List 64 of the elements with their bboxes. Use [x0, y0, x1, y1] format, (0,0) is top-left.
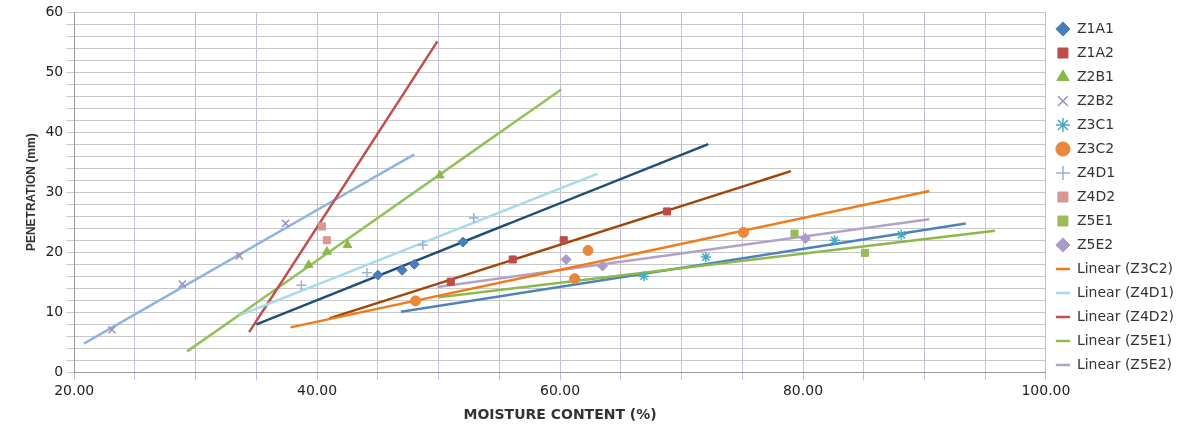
x-tick-label: 20.00	[54, 382, 95, 399]
point	[638, 270, 650, 283]
point	[295, 279, 308, 292]
x-axis-title: MOISTURE CONTENT (%)	[463, 406, 657, 423]
point	[828, 234, 841, 246]
y-tick-label: 30	[45, 182, 64, 199]
legend-label: Linear (Z4D1)	[1076, 283, 1175, 300]
point	[417, 239, 429, 251]
legend-label: Z5E2	[1076, 235, 1114, 252]
point	[446, 277, 455, 286]
y-axis-title: PENETRATION (mm)	[23, 133, 38, 252]
point	[235, 251, 244, 261]
legend-label: Z4D2	[1076, 187, 1116, 204]
y-tick-label: 40	[45, 122, 64, 139]
legend-label: Z3C2	[1076, 139, 1115, 156]
point	[303, 259, 314, 268]
point	[560, 253, 572, 265]
legend-label: Linear (Z5E2)	[1076, 355, 1173, 372]
point	[799, 232, 811, 244]
point	[860, 248, 869, 257]
point	[737, 226, 749, 238]
legend-label: Z4D1	[1076, 163, 1116, 180]
point	[372, 269, 384, 281]
point	[468, 212, 480, 224]
x-tick-label: 100.00	[1021, 382, 1071, 399]
x-tick-label: 40.00	[297, 382, 338, 399]
point	[410, 295, 422, 307]
point	[895, 229, 908, 241]
legend-label: Z1A1	[1076, 19, 1114, 36]
x-tick-label: 60.00	[540, 382, 581, 399]
y-tick-label: 10	[45, 302, 64, 319]
legend-label: Linear (Z4D2)	[1076, 307, 1175, 324]
point	[281, 219, 290, 228]
legend-label: Linear (Z3C2)	[1076, 259, 1174, 276]
x-tick-label: 80.00	[782, 382, 824, 399]
point	[569, 273, 581, 285]
point	[700, 251, 712, 263]
y-tick-label: 50	[45, 62, 64, 79]
point	[434, 169, 445, 179]
point	[662, 207, 671, 216]
legend-label: Z2B1	[1076, 67, 1114, 84]
legend-label: Linear (Z5E1)	[1076, 331, 1173, 348]
point	[408, 258, 420, 270]
legend-label: Z2B2	[1076, 91, 1114, 108]
y-tick-label: 20	[45, 242, 64, 259]
point	[508, 255, 517, 264]
point	[342, 239, 353, 249]
point	[457, 236, 469, 248]
point	[107, 325, 117, 335]
legend-label: Z3C1	[1076, 115, 1115, 132]
legend-label: Z5E1	[1076, 211, 1114, 228]
point	[322, 236, 331, 245]
y-tick-label: 0	[54, 363, 64, 380]
legend-label: Z1A2	[1076, 43, 1114, 60]
point	[317, 222, 327, 231]
point	[582, 244, 594, 256]
y-tick-label: 60	[45, 2, 64, 19]
point	[396, 264, 408, 276]
point	[790, 229, 799, 238]
point	[178, 279, 187, 289]
point	[322, 246, 332, 255]
point	[559, 236, 568, 245]
point	[361, 266, 373, 279]
point	[597, 260, 609, 272]
